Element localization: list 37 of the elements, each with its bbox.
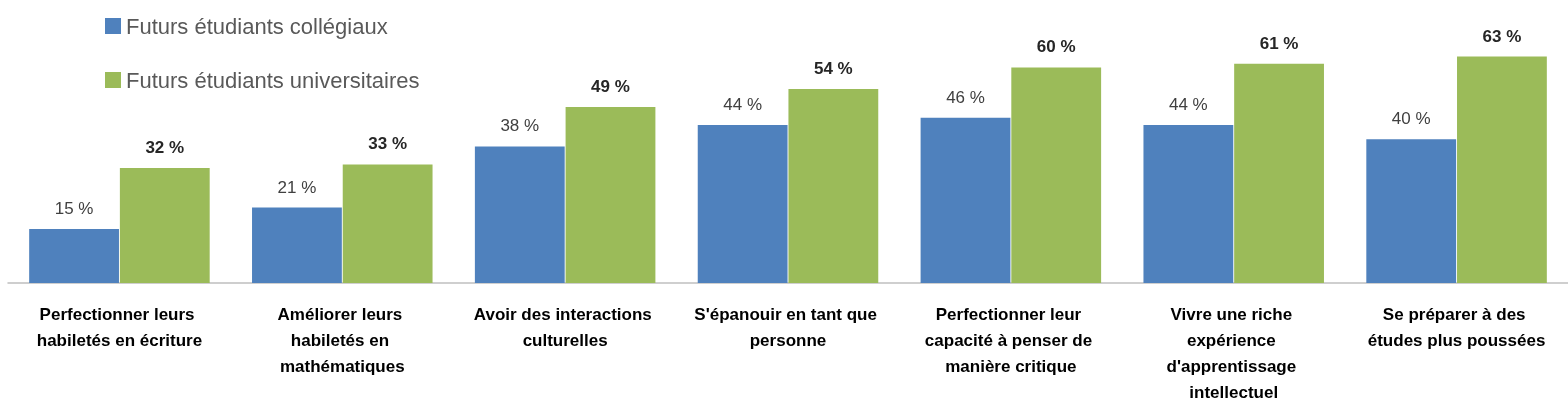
- x-tick-label: S'épanouir en tant que personne: [694, 304, 882, 350]
- data-label: 40 %: [1391, 109, 1431, 129]
- data-label: 15 %: [54, 199, 94, 219]
- data-label: 63 %: [1482, 26, 1522, 46]
- bar: [1143, 124, 1234, 283]
- bar: [252, 207, 342, 283]
- data-label: 44 %: [1168, 94, 1208, 114]
- data-label: 32 %: [145, 138, 185, 157]
- data-label: 49 %: [591, 76, 630, 96]
- bar: [474, 146, 565, 283]
- bar: [920, 117, 1011, 283]
- bar: [697, 124, 788, 283]
- x-tick-label: Se préparer à des études plus poussées: [1367, 304, 1546, 350]
- legend-label: Futurs étudiants universitaires: [126, 67, 420, 93]
- data-label: 61 %: [1259, 33, 1299, 53]
- bar: [565, 106, 656, 283]
- bar: [342, 164, 433, 283]
- bar: [119, 168, 210, 283]
- legend-label: Futurs étudiants collégiaux: [126, 13, 388, 39]
- data-label: 21 %: [277, 177, 317, 197]
- data-label: 38 %: [500, 116, 540, 136]
- data-label: 46 %: [946, 87, 985, 107]
- x-tick-label: Avoir des interactions culturelles: [473, 304, 657, 350]
- bar: [788, 88, 879, 283]
- bar: [1234, 63, 1324, 283]
- data-label: 33 %: [368, 134, 408, 154]
- x-tick-label: Perfectionner leurs habiletés en écriture: [36, 304, 203, 350]
- data-label: 54 %: [813, 58, 853, 78]
- x-tick-label: Perfectionner leur capacité à penser de manière critique: [924, 304, 1097, 376]
- x-tick-label: Vivre une riche expérience d'apprentissage intellectuel: [1166, 304, 1301, 402]
- bar: [1457, 56, 1547, 283]
- bar: [1366, 139, 1457, 283]
- x-tick-label: Améliorer leurs habiletés en mathématiques: [277, 304, 408, 376]
- data-label: 60 %: [1036, 37, 1076, 57]
- bar: [29, 229, 119, 283]
- bar: [1011, 67, 1102, 283]
- data-label: 44 %: [723, 94, 763, 114]
